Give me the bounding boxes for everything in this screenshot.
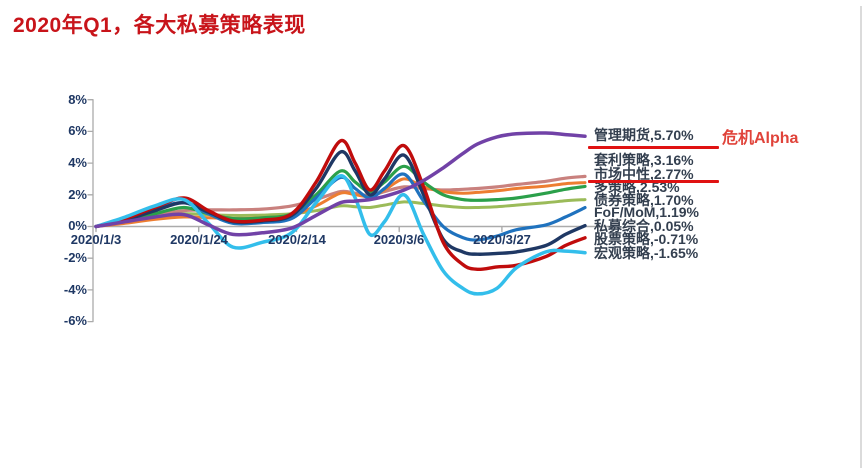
y-tick-label: -4% (63, 282, 87, 297)
legend-entry-arbitrage: 套利策略,3.16% (594, 152, 694, 168)
legend-entry-market-neutral: 市场中性,2.77% (594, 165, 694, 182)
x-tick-label: 2020/2/14 (268, 232, 326, 247)
x-tick-label: 2020/3/6 (373, 232, 425, 247)
legend-entry-bond: 债券策略,1.70% (594, 191, 694, 208)
x-tick-label: 2020/1/3 (70, 232, 122, 247)
y-tick-label: -6% (63, 313, 87, 328)
y-tick-label: 8% (68, 92, 87, 107)
page-title: 2020年Q1，各大私募策略表现 (13, 14, 306, 37)
legend-entry-fof-mom: FoF/MoM,1.19% (594, 204, 700, 220)
y-axis (87, 99, 94, 323)
legend-entry-managed-futures: 管理期货,5.70% (594, 127, 694, 143)
y-tick-label: 0% (68, 218, 87, 233)
page-edge-divider (860, 6, 862, 468)
series-line-macro (94, 174, 587, 296)
y-tick-label: -2% (63, 250, 87, 265)
y-tick-label: 2% (68, 187, 87, 202)
x-tick-label: 2020/1/24 (170, 232, 228, 247)
x-tick-label: 2020/3/27 (473, 232, 531, 247)
y-tick-label: 4% (68, 155, 87, 170)
legend-entry-composite: 私募综合,0.05% (594, 218, 694, 234)
highlight-underline-market-neutral (588, 180, 719, 183)
series-line-equity (94, 138, 587, 272)
series-line-composite (94, 150, 587, 256)
series-line-managed-futures (94, 131, 587, 237)
crisis-alpha-annotation: 危机Alpha (722, 130, 799, 147)
highlight-underline-managed-futures (588, 146, 719, 149)
legend-entry-macro: 宏观策略,-1.65% (594, 244, 699, 261)
legend-entry-equity: 股票策略,-0.71% (594, 231, 699, 247)
y-tick-label: 6% (68, 123, 87, 138)
legend-entry-multi-strategy: 多策略,2.53% (594, 179, 680, 195)
